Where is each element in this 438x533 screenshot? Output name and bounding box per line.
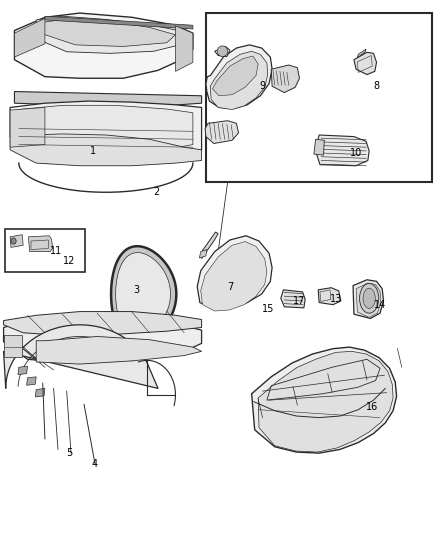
Text: 14: 14 xyxy=(374,300,386,310)
Text: 7: 7 xyxy=(227,281,233,292)
Polygon shape xyxy=(45,16,193,29)
Polygon shape xyxy=(356,283,381,317)
Bar xyxy=(206,13,432,182)
Bar xyxy=(4,335,22,357)
Polygon shape xyxy=(10,108,45,147)
Polygon shape xyxy=(18,366,28,375)
Text: 1: 1 xyxy=(90,146,96,156)
Polygon shape xyxy=(210,51,268,110)
Polygon shape xyxy=(19,106,193,158)
Text: 4: 4 xyxy=(92,459,98,469)
Polygon shape xyxy=(27,377,36,385)
Text: 10: 10 xyxy=(350,148,362,158)
Polygon shape xyxy=(318,288,341,305)
Polygon shape xyxy=(354,52,377,75)
Polygon shape xyxy=(111,246,177,342)
Polygon shape xyxy=(212,56,258,96)
Text: 12: 12 xyxy=(63,256,75,266)
Polygon shape xyxy=(205,120,239,143)
Polygon shape xyxy=(36,336,201,364)
Polygon shape xyxy=(316,135,369,166)
Polygon shape xyxy=(35,389,45,397)
Text: 2: 2 xyxy=(153,187,159,197)
Polygon shape xyxy=(4,312,201,335)
Polygon shape xyxy=(197,236,272,309)
Polygon shape xyxy=(176,26,193,71)
Text: 8: 8 xyxy=(374,81,380,91)
Polygon shape xyxy=(204,269,223,281)
Polygon shape xyxy=(206,45,272,109)
Polygon shape xyxy=(14,18,45,57)
Polygon shape xyxy=(14,92,201,108)
Polygon shape xyxy=(36,16,184,53)
Polygon shape xyxy=(271,65,300,93)
Polygon shape xyxy=(4,325,158,389)
Ellipse shape xyxy=(360,284,379,313)
Ellipse shape xyxy=(363,288,375,309)
Polygon shape xyxy=(353,280,384,318)
Text: 13: 13 xyxy=(329,294,342,304)
Text: 17: 17 xyxy=(293,296,306,306)
Polygon shape xyxy=(10,235,23,247)
Text: 11: 11 xyxy=(49,246,62,256)
Polygon shape xyxy=(281,290,305,308)
Polygon shape xyxy=(201,241,267,311)
Polygon shape xyxy=(10,101,201,163)
Polygon shape xyxy=(14,13,193,78)
Text: 15: 15 xyxy=(261,304,274,314)
Text: 3: 3 xyxy=(133,285,139,295)
Bar xyxy=(5,229,85,272)
Polygon shape xyxy=(4,319,201,363)
Text: 9: 9 xyxy=(259,81,265,91)
Text: 16: 16 xyxy=(366,402,378,412)
Polygon shape xyxy=(10,134,201,166)
Polygon shape xyxy=(116,253,170,336)
Polygon shape xyxy=(357,49,366,58)
Ellipse shape xyxy=(217,46,228,56)
Polygon shape xyxy=(215,46,230,56)
Polygon shape xyxy=(199,249,207,258)
Polygon shape xyxy=(201,232,218,259)
Polygon shape xyxy=(258,351,393,452)
Ellipse shape xyxy=(11,238,16,244)
Polygon shape xyxy=(252,347,396,453)
Polygon shape xyxy=(28,236,53,252)
Polygon shape xyxy=(41,18,176,46)
Text: 5: 5 xyxy=(66,448,72,458)
Polygon shape xyxy=(314,139,324,155)
